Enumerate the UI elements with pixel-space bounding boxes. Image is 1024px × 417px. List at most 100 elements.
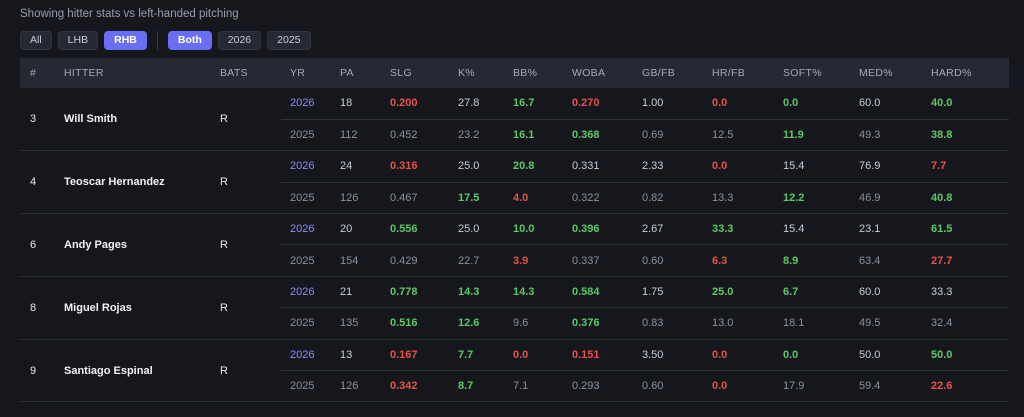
player-bats: R — [220, 88, 281, 152]
bb-pct-cell: 9.6 — [513, 307, 572, 340]
table-row[interactable]: 9 Santiago Espinal R 2026 13 0.167 7.7 0.0 0.151… — [20, 339, 1009, 403]
med-pct-cell: 63.4 — [859, 244, 931, 277]
col-header-pa[interactable]: PA — [340, 67, 354, 79]
bb-pct-cell: 14.3 — [513, 276, 572, 309]
player-name[interactable]: Miguel Rojas — [57, 276, 220, 340]
table-row[interactable]: 4 Teoscar Hernandez R 2026 24 0.316 25.0 20.8 0.… — [20, 150, 1009, 215]
year-cell[interactable]: 2026 — [281, 88, 340, 120]
table-row[interactable]: 2025 154 0.429 22.7 3.9 0.337 0.60 6.3 8.9 63.4 27… — [20, 244, 1009, 277]
hr-fb-cell: 0.0 — [712, 339, 783, 372]
hitter-stats-table: # HITTER BATS YR PA SLG K% BB% WOBA GB/F… — [20, 58, 1009, 403]
hr-fb-cell: 6.3 — [712, 244, 783, 277]
table-row[interactable]: 2025 135 0.516 12.6 9.6 0.376 0.83 13.0 18.1 49.5… — [20, 307, 1009, 340]
soft-pct-cell: 15.4 — [783, 150, 859, 183]
pa-cell: 154 — [340, 244, 390, 277]
col-header-k-pct[interactable]: K% — [458, 67, 475, 79]
table-row[interactable]: 2025 126 0.342 8.7 7.1 0.293 0.60 0.0 17.9 59.4 22… — [20, 370, 1009, 403]
soft-pct-cell: 0.0 — [783, 88, 859, 120]
year-cell: 2025 — [281, 244, 340, 277]
slg-cell: 0.467 — [390, 182, 458, 215]
player-name[interactable]: Santiago Espinal — [57, 339, 220, 403]
k-pct-cell: 25.0 — [458, 213, 513, 246]
player-bats: R — [220, 339, 281, 403]
k-pct-cell: 23.2 — [458, 119, 513, 152]
table-row[interactable]: 2025 126 0.467 17.5 4.0 0.322 0.82 13.3 12.2 46.9… — [20, 182, 1009, 215]
slg-cell: 0.778 — [390, 276, 458, 309]
year-cell: 2025 — [281, 182, 340, 215]
col-header-bb-pct[interactable]: BB% — [513, 67, 538, 79]
col-header-hard-pct[interactable]: HARD% — [931, 67, 972, 79]
player-bats: R — [220, 150, 281, 215]
col-header-yr[interactable]: YR — [290, 67, 306, 79]
col-header-slg[interactable]: SLG — [390, 67, 412, 79]
year-cell[interactable]: 2026 — [281, 150, 340, 183]
slg-cell: 0.516 — [390, 307, 458, 340]
col-header-soft-pct[interactable]: SOFT% — [783, 67, 822, 79]
player-bats: R — [220, 213, 281, 277]
med-pct-cell: 76.9 — [859, 150, 931, 183]
player-rank: 4 — [20, 150, 57, 215]
filter-2025-button[interactable]: 2025 — [267, 31, 311, 50]
table-row[interactable]: 3 Will Smith R 2026 18 0.200 27.8 16.7 0.270 1.00… — [20, 88, 1009, 152]
gb-fb-cell: 3.50 — [642, 339, 712, 372]
woba-cell: 0.151 — [572, 339, 642, 372]
soft-pct-cell: 18.1 — [783, 307, 859, 340]
gb-fb-cell: 0.60 — [642, 370, 712, 403]
player-name[interactable]: Will Smith — [57, 88, 220, 152]
player-name[interactable]: Andy Pages — [57, 213, 220, 277]
bb-pct-cell: 10.0 — [513, 213, 572, 246]
col-header-bats[interactable]: BATS — [220, 67, 248, 79]
woba-cell: 0.293 — [572, 370, 642, 403]
col-header-woba[interactable]: WOBA — [572, 67, 606, 79]
bb-pct-cell: 0.0 — [513, 339, 572, 372]
hr-fb-cell: 0.0 — [712, 150, 783, 183]
k-pct-cell: 8.7 — [458, 370, 513, 403]
player-bats: R — [220, 276, 281, 340]
year-cell: 2025 — [281, 119, 340, 152]
filter-both-years-button[interactable]: Both — [167, 31, 212, 50]
table-row[interactable]: 8 Miguel Rojas R 2026 21 0.778 14.3 14.3 0.584 1.… — [20, 276, 1009, 340]
hr-fb-cell: 13.0 — [712, 307, 783, 340]
hard-pct-cell: 40.0 — [931, 88, 1009, 120]
filter-all-button[interactable]: All — [20, 31, 52, 50]
filter-bar: All LHB RHB Both 2026 2025 — [20, 31, 317, 50]
hard-pct-cell: 27.7 — [931, 244, 1009, 277]
col-header-med-pct[interactable]: MED% — [859, 67, 893, 79]
k-pct-cell: 7.7 — [458, 339, 513, 372]
player-rank: 8 — [20, 276, 57, 340]
table-row[interactable]: 2025 112 0.452 23.2 16.1 0.368 0.69 12.5 11.9 49.… — [20, 119, 1009, 152]
soft-pct-cell: 6.7 — [783, 276, 859, 309]
player-name[interactable]: Teoscar Hernandez — [57, 150, 220, 215]
gb-fb-cell: 0.60 — [642, 244, 712, 277]
year-cell[interactable]: 2026 — [281, 339, 340, 372]
woba-cell: 0.270 — [572, 88, 642, 120]
gb-fb-cell: 0.83 — [642, 307, 712, 340]
pa-cell: 18 — [340, 88, 390, 120]
med-pct-cell: 23.1 — [859, 213, 931, 246]
woba-cell: 0.376 — [572, 307, 642, 340]
col-header-gb-fb[interactable]: GB/FB — [642, 67, 676, 79]
col-header-hr-fb[interactable]: HR/FB — [712, 67, 745, 79]
med-pct-cell: 49.3 — [859, 119, 931, 152]
col-header-rank[interactable]: # — [30, 67, 37, 79]
hard-pct-cell: 40.8 — [931, 182, 1009, 215]
filter-2026-button[interactable]: 2026 — [217, 31, 262, 50]
year-cell[interactable]: 2026 — [281, 276, 340, 309]
pa-cell: 24 — [340, 150, 390, 183]
table-header-row: # HITTER BATS YR PA SLG K% BB% WOBA GB/F… — [20, 58, 1009, 88]
year-cell[interactable]: 2026 — [281, 213, 340, 246]
filter-rhb-button[interactable]: RHB — [104, 31, 147, 50]
table-row[interactable]: 6 Andy Pages R 2026 20 0.556 25.0 10.0 0.396 2.67… — [20, 213, 1009, 277]
pa-cell: 21 — [340, 276, 390, 309]
slg-cell: 0.429 — [390, 244, 458, 277]
bb-pct-cell: 4.0 — [513, 182, 572, 215]
pa-cell: 126 — [340, 370, 390, 403]
gb-fb-cell: 1.00 — [642, 88, 712, 120]
woba-cell: 0.322 — [572, 182, 642, 215]
slg-cell: 0.316 — [390, 150, 458, 183]
col-header-hitter[interactable]: HITTER — [64, 67, 104, 79]
soft-pct-cell: 0.0 — [783, 339, 859, 372]
filter-lhb-button[interactable]: LHB — [57, 31, 99, 50]
k-pct-cell: 17.5 — [458, 182, 513, 215]
hr-fb-cell: 12.5 — [712, 119, 783, 152]
